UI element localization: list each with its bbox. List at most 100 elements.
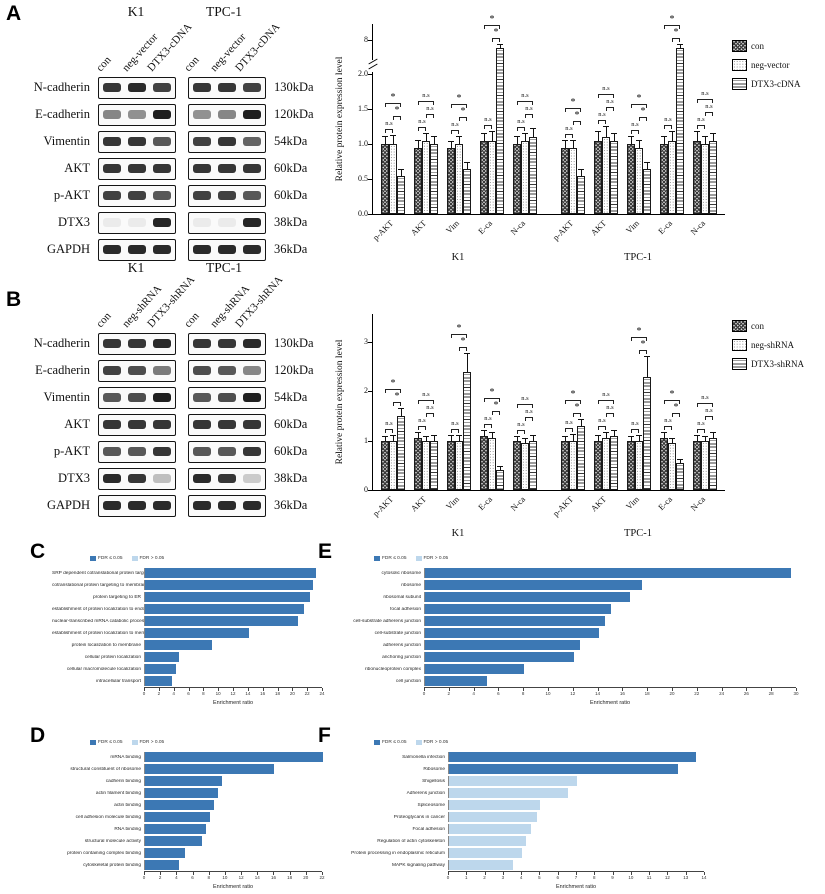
molecular-weight-label: 60kDa [274, 444, 308, 458]
error-bar [570, 433, 576, 441]
category-label: Spliceosome [417, 802, 445, 808]
bar-row: nuclear-transcribed mRNA catabolic proce… [52, 615, 344, 627]
x-tick-mark [502, 872, 504, 875]
bar [145, 848, 186, 858]
cell-line-headers: K1 TPC-1 [4, 260, 330, 276]
protein-band [153, 110, 172, 119]
protein-band [127, 501, 146, 510]
x-tick-mark [188, 688, 190, 691]
sig-label: n.s [521, 394, 529, 402]
molecular-weight-label: 120kDa [274, 107, 314, 121]
error-bar [603, 432, 609, 439]
protein-band [153, 245, 172, 254]
legend-swatch [732, 358, 747, 370]
panel-f-kegg-chart: FDR ≤ 0.05 FDR > 0.05 Salmonella infection… [336, 738, 732, 892]
sig-label: n.s [565, 124, 573, 132]
sig-label: * [570, 96, 576, 108]
bar-row: cell adhesion molecule binding [52, 811, 344, 823]
bar [425, 640, 580, 650]
x-tick-mark [233, 688, 234, 691]
x-tick-label: 9 [611, 875, 614, 880]
protein-band [192, 164, 211, 173]
legend: FDR ≤ 0.05 FDR > 0.05 [90, 738, 344, 747]
bar [610, 140, 618, 214]
x-tick-mark [277, 688, 279, 691]
x-tick-mark [597, 688, 599, 691]
x-tick-label: 12 [664, 875, 670, 880]
bar-track [144, 628, 323, 638]
bar-rows: SRP dependent cotranslational protein ta… [52, 567, 344, 687]
sig-bracket [426, 113, 434, 118]
bar-row: Protein processing in endoplasmic reticu… [336, 847, 732, 859]
category-label: adherens junction [383, 642, 421, 648]
blot-box [98, 413, 176, 436]
bar [643, 168, 651, 214]
protein-band [192, 191, 211, 200]
bar [701, 440, 709, 490]
bar [430, 144, 438, 214]
error-bar [644, 161, 650, 169]
bar-track [424, 604, 797, 614]
x-tick-label: 6 [497, 691, 500, 696]
sig-label: * [673, 27, 679, 39]
bar [627, 144, 635, 214]
x-tick-label: 6 [187, 691, 190, 696]
blot-row: GAPDH 36kDa [4, 492, 330, 519]
x-tick-label: 28 [768, 691, 774, 696]
sig-label: * [640, 106, 646, 117]
protein-band [153, 339, 172, 348]
bar [422, 440, 430, 490]
error-bar [603, 125, 609, 137]
protein-band [102, 339, 121, 348]
cell-line-group-label: TPC-1 [623, 252, 652, 263]
bar-row: intracellular transport [52, 675, 344, 687]
protein-band [192, 474, 211, 483]
error-bar [595, 434, 601, 441]
bar [480, 435, 488, 490]
bar [449, 800, 541, 810]
bar-row: mRNA binding [52, 751, 344, 763]
sig-label: * [493, 399, 499, 411]
sig-bracket [664, 400, 680, 405]
category-label: MAPK signaling pathway [391, 862, 445, 868]
x-tick-label: 0 [142, 875, 146, 880]
sig-bracket [385, 428, 393, 433]
panel-label-f: F [318, 724, 331, 747]
cell-line-label: TPC-1 [205, 260, 242, 275]
blot-box [188, 76, 266, 99]
error-bar [710, 432, 716, 439]
category-label: protein targeting to ER [93, 594, 141, 600]
sig-label: n.s [631, 419, 639, 427]
protein-band [243, 164, 262, 173]
bar [635, 147, 643, 214]
panel-label-a: A [6, 2, 22, 25]
protein-band [127, 447, 146, 456]
error-bar [456, 434, 462, 441]
bar-track [448, 788, 705, 798]
cell-line-label: K1 [127, 4, 145, 19]
x-tick-label: 0 [422, 691, 426, 696]
sig-label: * [390, 377, 396, 389]
category-label: Proteoglycans in cancer [393, 814, 445, 820]
legend-item: FDR ≤ 0.05 [90, 740, 123, 745]
bar [521, 140, 529, 214]
bar-row: Adherens junction [336, 787, 732, 799]
bar [389, 144, 397, 214]
legend-swatch [415, 740, 422, 745]
category-label: cellular protein localization [84, 654, 141, 660]
protein-band [217, 420, 236, 429]
blot-row: AKT 60kDa [4, 411, 330, 438]
blot-box [98, 238, 176, 261]
protein-band [217, 191, 236, 200]
blot-box [188, 238, 266, 261]
bar [381, 144, 389, 214]
x-tick-mark [307, 688, 308, 691]
bar [668, 443, 676, 490]
x-tick-mark [224, 872, 226, 875]
y-tick [368, 109, 372, 110]
blot-box [98, 332, 176, 355]
protein-band [192, 393, 211, 402]
sig-bracket [393, 115, 401, 120]
protein-band [192, 83, 211, 92]
